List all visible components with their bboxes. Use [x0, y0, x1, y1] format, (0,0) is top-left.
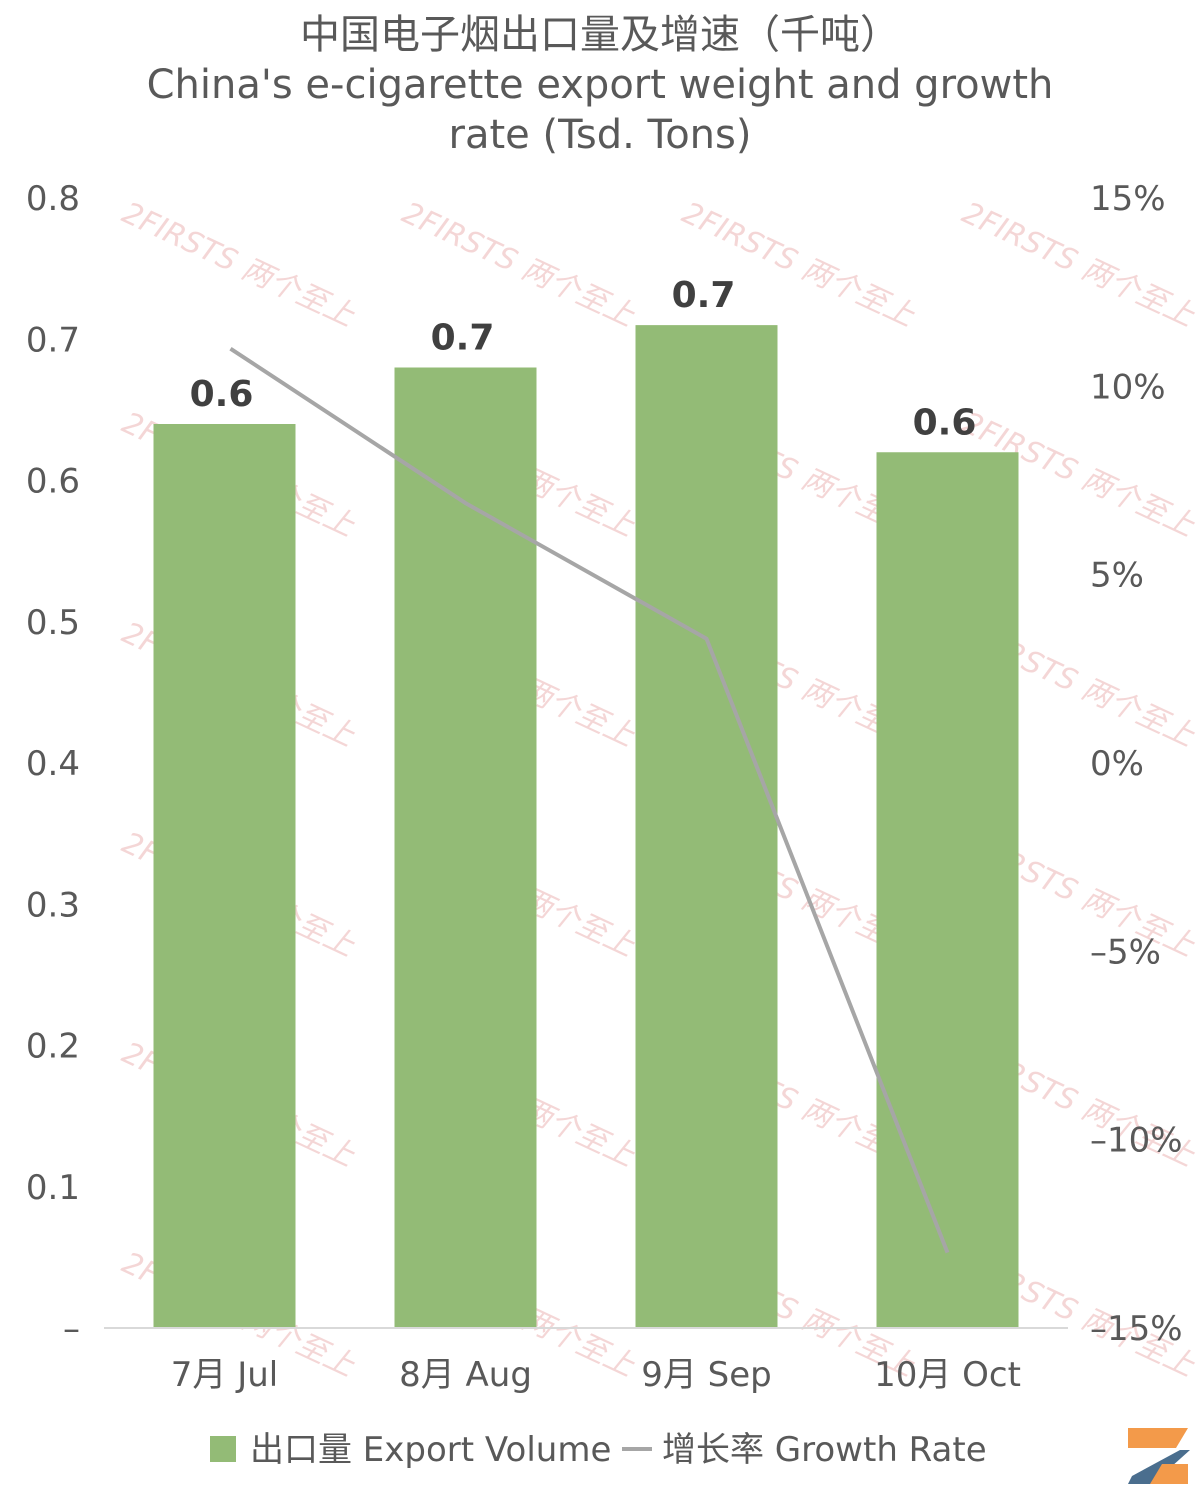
logo-orange-shape-2 [1150, 1464, 1188, 1484]
x-tick-label-3: 10月 Oct [874, 1355, 1021, 1395]
bar-value-label-3: 0.6 [913, 402, 977, 443]
legend-label-growth-rate: 增长率 Growth Rate [662, 1430, 987, 1470]
y-left-tick-label: 0.7 [26, 320, 80, 360]
y-left-tick-label: 0.4 [26, 744, 80, 784]
legend-label-export-volume: 出口量 Export Volume [250, 1430, 611, 1470]
y-right-tick-label: 15% [1090, 179, 1166, 219]
watermark-text: 2FIRSTS 两个至上 [117, 196, 361, 335]
bar-3 [876, 452, 1019, 1328]
legend: 出口量 Export Volume 增长率 Growth Rate [210, 1430, 987, 1470]
y-right-tick-label: 0% [1090, 744, 1144, 784]
chart-title-en-line1: China's e-cigarette export weight and gr… [146, 62, 1054, 108]
y-right-tick-label: –5% [1090, 932, 1161, 972]
chart-title-zh: 中国电子烟出口量及增速（千吨） [300, 12, 900, 58]
watermark-text: 2FIRSTS 两个至上 [397, 196, 641, 335]
y-left-tick-label: 0.5 [26, 603, 80, 643]
bar-2 [635, 325, 778, 1328]
brand-logo [1128, 1428, 1190, 1484]
logo-orange-shape [1128, 1428, 1188, 1448]
logo-blue-shape [1128, 1450, 1190, 1484]
bar-1 [394, 367, 537, 1328]
y-left-tick-label: 0.2 [26, 1027, 80, 1067]
bar-value-label-1: 0.7 [431, 318, 495, 359]
bar-series [153, 325, 1019, 1328]
y-right-tick-label: 10% [1090, 367, 1166, 407]
x-tick-label-1: 8月 Aug [399, 1355, 532, 1395]
y-axis-right: –15% –10% –5% 0% 5% 10% 15% [1090, 179, 1183, 1349]
y-left-tick-label: – [63, 1309, 80, 1349]
y-axis-left: – 0.1 0.2 0.3 0.4 0.5 0.6 0.7 0.8 [26, 179, 80, 1349]
y-left-tick-label: 0.1 [26, 1168, 80, 1208]
bar-0 [153, 424, 296, 1328]
y-right-tick-label: –10% [1090, 1121, 1183, 1161]
x-tick-label-2: 9月 Sep [641, 1355, 772, 1395]
growth-rate-line [229, 346, 950, 1254]
y-left-tick-label: 0.6 [26, 462, 80, 502]
bar-value-label-0: 0.6 [190, 374, 254, 415]
data-labels: 0.6 0.7 0.7 0.6 [190, 275, 977, 443]
y-right-tick-label: –15% [1090, 1309, 1183, 1349]
chart-title-en-line2: rate (Tsd. Tons) [448, 112, 752, 158]
legend-swatch-export-volume [210, 1436, 236, 1462]
y-right-tick-label: 5% [1090, 556, 1144, 596]
y-left-tick-label: 0.8 [26, 179, 80, 219]
y-left-tick-label: 0.3 [26, 885, 80, 925]
growth-line-series [229, 346, 950, 1254]
x-axis-labels: 7月 Jul 8月 Aug 9月 Sep 10月 Oct [171, 1355, 1021, 1395]
bar-value-label-2: 0.7 [672, 275, 736, 316]
x-tick-label-0: 7月 Jul [171, 1355, 278, 1395]
